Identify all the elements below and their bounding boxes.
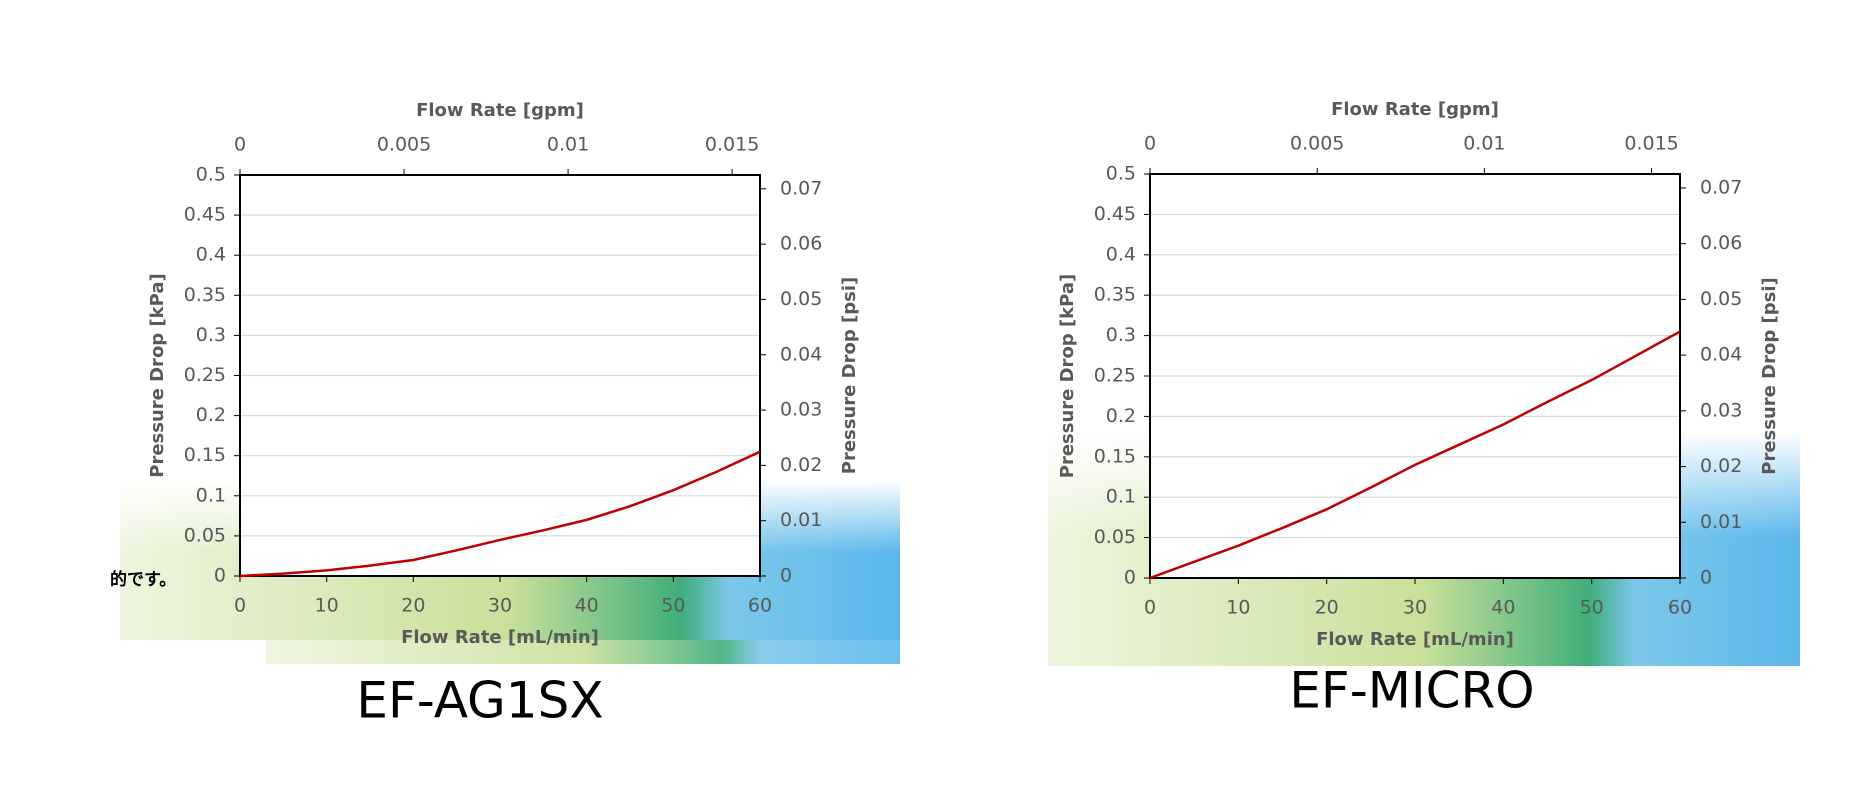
x-tick-label: 60 [1668, 597, 1692, 619]
x-tick-label: 40 [1491, 597, 1515, 619]
x-tick-label: 0 [1144, 597, 1156, 619]
y2-tick-label: 0 [1700, 567, 1712, 589]
y2-tick-label: 0.03 [780, 399, 822, 421]
y-tick-label: 0.2 [1106, 405, 1136, 427]
text-fragment: 的です。 [110, 569, 176, 590]
y2-tick-label: 0.02 [1700, 455, 1742, 477]
y2-tick-label: 0.07 [1700, 176, 1742, 198]
data-line [239, 450, 761, 578]
y-tick-label: 0 [1124, 567, 1136, 589]
x-tick-label: 30 [488, 595, 512, 617]
y-tick-label: 0.25 [184, 364, 226, 386]
y-tick-label: 0.05 [184, 524, 226, 546]
x2-tick-label: 0 [1144, 133, 1156, 155]
x-tick-label: 20 [401, 595, 425, 617]
y-tick-label: 0.45 [1094, 203, 1136, 225]
plot-frame [239, 174, 761, 577]
x-tick-label: 30 [1403, 597, 1427, 619]
y2-tick-label: 0.01 [1700, 511, 1742, 533]
y-tick-label: 0 [214, 565, 226, 587]
x-tick-label: 50 [661, 595, 685, 617]
y2-tick-label: 0.04 [1700, 344, 1742, 366]
x2-tick-label: 0.01 [547, 134, 589, 156]
y-axis-label: Pressure Drop [kPa] [147, 273, 168, 478]
plot-frame [1149, 173, 1681, 579]
y2-tick-label: 0.06 [1700, 232, 1742, 254]
x-axis-label: Flow Rate [mL/min] [1316, 629, 1514, 650]
x-tick-label: 50 [1580, 597, 1604, 619]
y-tick-label: 0.15 [184, 444, 226, 466]
y2-axis-label: Pressure Drop [psi] [1759, 277, 1780, 474]
y-tick-label: 0.4 [196, 244, 226, 266]
y2-tick-label: 0.05 [1700, 288, 1742, 310]
x2-tick-label: 0.015 [1624, 133, 1678, 155]
y2-tick-label: 0 [780, 565, 792, 587]
x2-tick-label: 0.005 [377, 134, 431, 156]
y2-tick-label: 0.04 [780, 343, 822, 365]
y-tick-label: 0.25 [1094, 365, 1136, 387]
x-tick-label: 0 [234, 595, 246, 617]
x2-axis-label: Flow Rate [gpm] [416, 100, 584, 121]
y-tick-label: 0.35 [184, 284, 226, 306]
y-tick-label: 0.5 [196, 164, 226, 186]
x2-tick-label: 0 [234, 134, 246, 156]
y-tick-label: 0.1 [1106, 486, 1136, 508]
x-tick-label: 60 [748, 595, 772, 617]
y-tick-label: 0.05 [1094, 526, 1136, 548]
y-tick-label: 0.1 [196, 484, 226, 506]
y-tick-label: 0.3 [1106, 324, 1136, 346]
y2-axis-label: Pressure Drop [psi] [839, 277, 860, 474]
y-tick-label: 0.4 [1106, 243, 1136, 265]
x2-tick-label: 0.01 [1463, 133, 1505, 155]
y-tick-label: 0.35 [1094, 284, 1136, 306]
y-tick-label: 0.45 [184, 204, 226, 226]
x2-axis-label: Flow Rate [gpm] [1331, 99, 1499, 120]
y2-tick-label: 0.05 [780, 288, 822, 310]
x-tick-label: 10 [1226, 597, 1250, 619]
x-axis-label: Flow Rate [mL/min] [401, 627, 599, 648]
x2-tick-label: 0.005 [1290, 133, 1344, 155]
x-tick-label: 10 [315, 595, 339, 617]
y2-tick-label: 0.02 [780, 454, 822, 476]
y-tick-label: 0.3 [196, 324, 226, 346]
y-tick-label: 0.15 [1094, 445, 1136, 467]
chart-caption: EF-MICRO [1289, 662, 1534, 720]
x-tick-label: 40 [575, 595, 599, 617]
y2-tick-label: 0.07 [780, 177, 822, 199]
y2-tick-label: 0.01 [780, 509, 822, 531]
x2-tick-label: 0.015 [705, 134, 759, 156]
y-tick-label: 0.2 [196, 404, 226, 426]
y-tick-label: 0.5 [1106, 163, 1136, 185]
y2-tick-label: 0.03 [1700, 399, 1742, 421]
chart-caption: EF-AG1SX [356, 672, 603, 730]
x-tick-label: 20 [1315, 597, 1339, 619]
y2-tick-label: 0.06 [780, 233, 822, 255]
data-line [1149, 330, 1681, 580]
y-axis-label: Pressure Drop [kPa] [1057, 274, 1078, 479]
